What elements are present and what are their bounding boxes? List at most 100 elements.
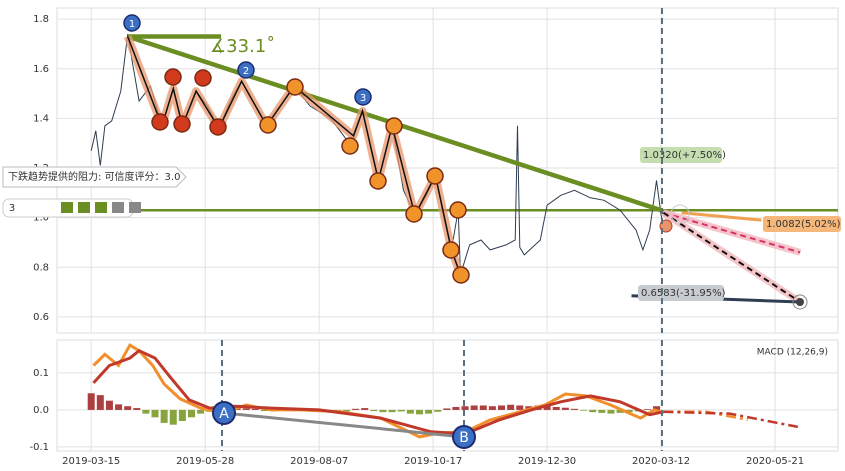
label-box — [638, 285, 724, 301]
score-icon — [112, 202, 124, 213]
histogram-bar — [653, 406, 661, 410]
histogram-bar — [616, 409, 624, 413]
wave-label: 1 — [129, 19, 135, 30]
angle-label: ∡33.1˚ — [210, 36, 275, 57]
projection-line — [663, 211, 801, 254]
pattern-point — [194, 69, 212, 87]
histogram-bar — [124, 406, 132, 410]
histogram-bar — [580, 409, 588, 411]
y-tick-label: 1.8 — [33, 14, 49, 25]
wave-marker — [237, 61, 255, 79]
y-tick-label: 1.4 — [33, 113, 49, 124]
score-icon — [129, 202, 141, 213]
pattern-point — [173, 115, 191, 133]
x-tick-label: 2020-03-12 — [632, 456, 690, 467]
wave-label: 2 — [243, 66, 249, 77]
histogram-bar — [388, 409, 396, 413]
histogram-bar — [142, 409, 150, 414]
histogram-bar — [561, 407, 569, 410]
pattern-point — [164, 68, 182, 86]
histogram-bar — [352, 408, 360, 410]
histogram-bar — [242, 408, 250, 410]
histogram-bar — [479, 405, 487, 410]
pattern-point — [369, 172, 387, 190]
histogram-bar — [115, 404, 123, 410]
projection-line — [662, 211, 801, 303]
label-box — [763, 216, 841, 232]
pattern-point — [385, 117, 403, 135]
histogram-bar — [160, 409, 168, 423]
label-box — [640, 147, 722, 163]
histogram-bar — [415, 409, 423, 415]
histogram-bar — [343, 409, 351, 412]
divergence-label: A — [219, 406, 229, 422]
histogram-bar — [507, 404, 515, 410]
histogram-bar — [625, 409, 633, 413]
up-target-label: 1.0320(+7.50%) — [643, 150, 726, 161]
histogram-bar — [434, 409, 442, 412]
histogram-bar — [607, 409, 615, 414]
target-marker — [796, 298, 804, 306]
macd-projection — [663, 410, 799, 429]
histogram-bar — [598, 409, 606, 413]
histogram-bar — [570, 408, 578, 410]
histogram-bar — [406, 409, 414, 414]
histogram-bar — [379, 409, 387, 413]
histogram-bar — [461, 406, 469, 410]
y-tick-label: 1.0 — [33, 213, 49, 224]
divergence-marker — [452, 425, 476, 449]
score-icon — [78, 202, 90, 213]
x-tick-label: 2019-05-28 — [176, 456, 234, 467]
pattern-point — [405, 205, 423, 223]
y-tick-label: 0.6 — [33, 312, 49, 323]
histogram-bar — [105, 400, 113, 410]
target-marker — [670, 204, 690, 224]
histogram-bar — [361, 408, 369, 410]
score-icon — [95, 202, 107, 213]
macd-line — [92, 348, 664, 436]
divergence-label: B — [459, 430, 469, 446]
wave-marker — [123, 14, 141, 32]
x-tick-label: 2019-10-17 — [404, 456, 462, 467]
callout-box — [2, 166, 187, 188]
target-marker — [792, 294, 808, 310]
price-panel — [56, 7, 839, 334]
histogram-bar — [498, 405, 506, 410]
y-tick-label: 0.8 — [33, 262, 49, 273]
histogram-bar — [251, 408, 259, 410]
x-tick-label: 2019-12-30 — [518, 456, 576, 467]
x-tick-label: 2019-03-15 — [62, 456, 120, 467]
x-tick-label: 2019-08-07 — [290, 456, 348, 467]
pattern-point — [442, 241, 460, 259]
pattern-point — [426, 167, 444, 185]
pattern-point — [449, 201, 467, 219]
histogram-bar — [443, 408, 451, 410]
pattern-point — [286, 78, 304, 96]
divergence-line — [223, 411, 465, 439]
wave-label: 3 — [360, 93, 366, 104]
histogram-bar — [133, 408, 141, 410]
histogram-bar — [187, 409, 195, 418]
histogram-bar — [470, 405, 478, 410]
score-icon — [61, 202, 73, 213]
divergence-marker — [212, 401, 236, 425]
histogram-bar — [169, 409, 177, 425]
histogram-bar — [370, 409, 378, 412]
y-tick-label: 0.1 — [33, 368, 49, 379]
pattern-point — [259, 116, 277, 134]
histogram-bar — [643, 409, 651, 410]
histogram-bar — [397, 409, 405, 412]
histogram-bar — [543, 406, 551, 410]
histogram-bar — [151, 409, 159, 418]
histogram-bar — [488, 406, 496, 410]
resistance-label: 下跌趋势提供的阻力: 可信度评分：3.0 — [8, 170, 180, 183]
histogram-bar — [452, 406, 460, 410]
score-label: 3 — [9, 203, 15, 214]
histogram-bar — [260, 409, 268, 412]
wave-marker — [354, 88, 372, 106]
histogram-bar — [552, 406, 560, 410]
down-target-label: 0.6583(-31.95%) — [641, 288, 726, 299]
y-tick-label: 1.6 — [33, 64, 49, 75]
x-tick-label: 2020-05-21 — [746, 456, 804, 467]
